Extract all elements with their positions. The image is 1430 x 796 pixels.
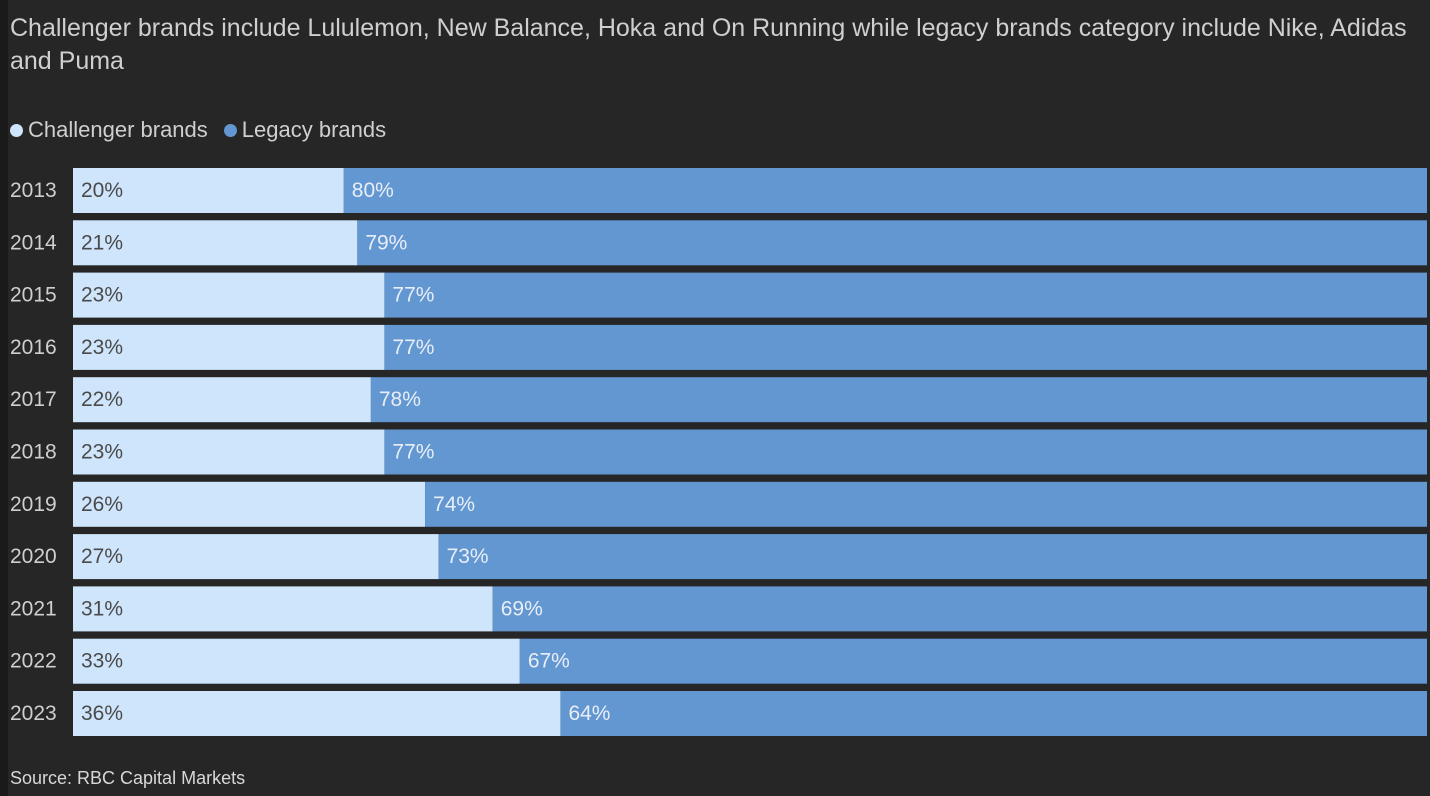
challenger-data-label: 33% [81, 650, 123, 673]
legacy-bar [438, 534, 1428, 580]
category-label: 2021 [10, 597, 57, 620]
legacy-data-label: 67% [528, 650, 570, 673]
challenger-data-label: 36% [81, 702, 123, 725]
legacy-data-label: 74% [433, 493, 475, 516]
legacy-bar [384, 324, 1427, 370]
challenger-bar [73, 691, 561, 736]
challenger-bar [73, 220, 358, 266]
category-label: 2015 [10, 284, 57, 307]
challenger-bar [73, 324, 385, 370]
category-label: 2013 [10, 179, 57, 202]
category-label: 2019 [10, 493, 57, 516]
legacy-bar [492, 586, 1427, 632]
challenger-bar [73, 481, 426, 527]
category-label: 2023 [10, 702, 57, 725]
chart-legend: Challenger brands Legacy brands [10, 116, 402, 144]
challenger-data-label: 22% [81, 388, 123, 411]
challenger-data-label: 21% [81, 231, 123, 254]
challenger-data-label: 26% [81, 493, 123, 516]
chart-subtitle: Challenger brands include Lululemon, New… [10, 14, 1407, 75]
challenger-data-label: 27% [81, 545, 123, 568]
legend-label-challenger: Challenger brands [28, 117, 208, 142]
challenger-data-label: 23% [81, 441, 123, 464]
legend-swatch-challenger [10, 123, 23, 137]
category-label: 2018 [10, 441, 57, 464]
challenger-data-label: 31% [81, 597, 123, 620]
challenger-bar [73, 429, 385, 475]
challenger-bar [73, 377, 371, 423]
challenger-bar [73, 168, 344, 213]
legend-label-legacy: Legacy brands [241, 117, 387, 142]
source-note: Source: RBC Capital Markets [10, 768, 246, 788]
category-label: 2020 [10, 545, 57, 568]
challenger-data-label: 20% [81, 179, 123, 202]
legacy-bar [519, 638, 1427, 684]
legend-item-challenger: Challenger brands [10, 117, 208, 143]
category-label: 2022 [10, 650, 57, 673]
category-label: 2014 [10, 231, 57, 254]
category-label: 2016 [10, 336, 57, 359]
legacy-data-label: 73% [447, 545, 489, 568]
challenger-bar [73, 272, 385, 318]
legend-item-legacy: Legacy brands [223, 117, 387, 143]
legacy-bar [343, 168, 1427, 213]
challenger-bar [73, 534, 439, 580]
legacy-data-label: 77% [392, 284, 434, 307]
legacy-data-label: 64% [568, 702, 610, 725]
legacy-bar [384, 272, 1427, 318]
legend-swatch-legacy [223, 123, 237, 137]
legacy-bar [425, 481, 1427, 527]
legacy-bar [357, 220, 1428, 266]
challenger-data-label: 23% [81, 336, 123, 359]
legacy-data-label: 80% [352, 179, 394, 202]
legacy-data-label: 77% [392, 336, 434, 359]
legacy-bar [560, 691, 1427, 736]
legacy-data-label: 77% [392, 441, 434, 464]
legacy-data-label: 79% [365, 231, 407, 254]
legacy-bar [384, 429, 1427, 475]
challenger-bar [73, 638, 520, 684]
legacy-data-label: 69% [501, 597, 543, 620]
category-label: 2017 [10, 388, 57, 411]
challenger-bar [73, 586, 493, 632]
legacy-data-label: 78% [379, 388, 421, 411]
challenger-data-label: 23% [81, 284, 123, 307]
legacy-bar [370, 377, 1427, 423]
